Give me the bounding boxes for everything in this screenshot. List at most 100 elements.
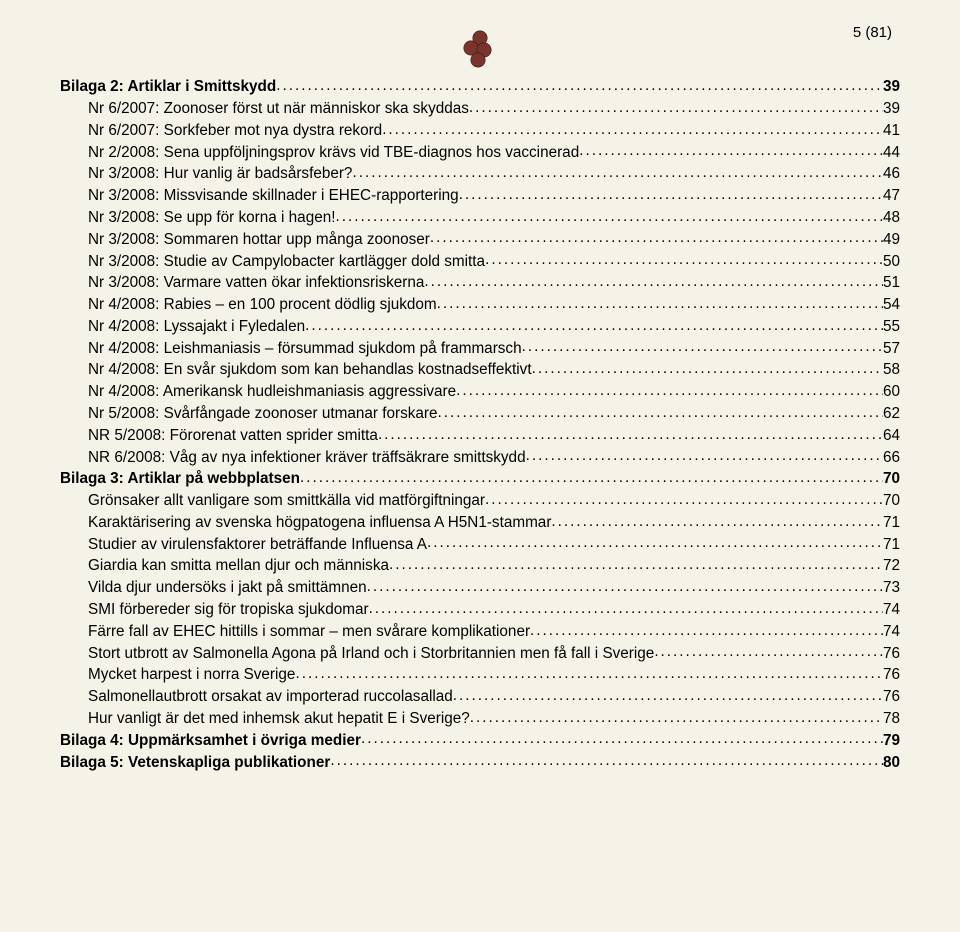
toc-label: Salmonellautbrott orsakat av importerad … xyxy=(88,687,453,707)
toc-label: Nr 4/2008: Lyssajakt i Fyledalen xyxy=(88,317,305,337)
toc-label: NR 6/2008: Våg av nya infektioner kräver… xyxy=(88,448,526,468)
logo-container xyxy=(60,30,900,70)
toc-line: Nr 3/2008: Hur vanlig är badsårsfeber? 4… xyxy=(60,163,900,185)
toc-label: Nr 2/2008: Sena uppföljningsprov krävs v… xyxy=(88,143,579,163)
toc-page-number: 76 xyxy=(883,644,900,664)
toc-line: Mycket harpest i norra Sverige 76 xyxy=(60,664,900,686)
toc-line: NR 5/2008: Förorenat vatten sprider smit… xyxy=(60,425,900,447)
toc-leader-dots xyxy=(352,163,883,178)
toc-page-number: 58 xyxy=(883,360,900,380)
toc-label: Nr 4/2008: En svår sjukdom som kan behan… xyxy=(88,360,532,380)
toc-leader-dots xyxy=(551,512,883,527)
toc-label: Nr 4/2008: Amerikansk hudleishmaniasis a… xyxy=(88,382,456,402)
toc-page-number: 57 xyxy=(883,339,900,359)
toc-page-number: 55 xyxy=(883,317,900,337)
toc-page-number: 70 xyxy=(883,491,900,511)
toc-page-number: 64 xyxy=(883,426,900,446)
toc-label: Nr 3/2008: Missvisande skillnader i EHEC… xyxy=(88,186,459,206)
toc-leader-dots xyxy=(305,316,883,331)
page: 5 (81) Bilaga 2: Artiklar i Smittskydd 3… xyxy=(0,0,960,932)
toc-line: Bilaga 5: Vetenskapliga publikationer 80 xyxy=(60,751,900,773)
toc-line: Nr 3/2008: Studie av Campylobacter kartl… xyxy=(60,250,900,272)
toc-label: Nr 3/2008: Se upp för korna i hagen! xyxy=(88,208,335,228)
toc-label: Nr 4/2008: Rabies – en 100 procent dödli… xyxy=(88,295,437,315)
toc-label: Vilda djur undersöks i jakt på smittämne… xyxy=(88,578,367,598)
toc-page-number: 73 xyxy=(883,578,900,598)
toc-page-number: 76 xyxy=(883,687,900,707)
toc-line: Stort utbrott av Salmonella Agona på Irl… xyxy=(60,642,900,664)
toc-label: Hur vanligt är det med inhemsk akut hepa… xyxy=(88,709,470,729)
toc-page-number: 79 xyxy=(883,731,900,751)
toc-line: NR 6/2008: Våg av nya infektioner kräver… xyxy=(60,446,900,468)
toc-line: Nr 4/2008: Rabies – en 100 procent dödli… xyxy=(60,294,900,316)
toc-line: Nr 4/2008: En svår sjukdom som kan behan… xyxy=(60,359,900,381)
toc-page-number: 66 xyxy=(883,448,900,468)
toc-leader-dots xyxy=(378,425,883,440)
toc-page-number: 39 xyxy=(883,77,900,97)
toc-line: Nr 6/2007: Zoonoser först ut när människ… xyxy=(60,98,900,120)
toc-line: Bilaga 3: Artiklar på webbplatsen 70 xyxy=(60,468,900,490)
toc-line: Färre fall av EHEC hittills i sommar – m… xyxy=(60,621,900,643)
toc-line: Nr 4/2008: Amerikansk hudleishmaniasis a… xyxy=(60,381,900,403)
toc-leader-dots xyxy=(654,642,883,657)
toc-label: Nr 6/2007: Sorkfeber mot nya dystra reko… xyxy=(88,121,382,141)
toc-leader-dots xyxy=(526,446,883,461)
toc-page-number: 41 xyxy=(883,121,900,141)
toc-leader-dots xyxy=(369,599,883,614)
toc-page-number: 62 xyxy=(883,404,900,424)
toc-leader-dots xyxy=(437,294,883,309)
toc-line: Grönsaker allt vanligare som smittkälla … xyxy=(60,490,900,512)
toc-page-number: 44 xyxy=(883,143,900,163)
toc-label: Färre fall av EHEC hittills i sommar – m… xyxy=(88,622,530,642)
toc-page-number: 39 xyxy=(883,99,900,119)
toc-page-number: 72 xyxy=(883,556,900,576)
toc-leader-dots xyxy=(430,228,883,243)
toc-label: Nr 3/2008: Hur vanlig är badsårsfeber? xyxy=(88,164,352,184)
toc-line: Nr 2/2008: Sena uppföljningsprov krävs v… xyxy=(60,141,900,163)
toc-leader-dots xyxy=(469,98,883,113)
toc-leader-dots xyxy=(437,403,883,418)
toc-page-number: 48 xyxy=(883,208,900,228)
toc-line: Nr 6/2007: Sorkfeber mot nya dystra reko… xyxy=(60,120,900,142)
toc-label: Bilaga 4: Uppmärksamhet i övriga medier xyxy=(60,731,361,751)
toc-label: Grönsaker allt vanligare som smittkälla … xyxy=(88,491,485,511)
toc-label: NR 5/2008: Förorenat vatten sprider smit… xyxy=(88,426,378,446)
toc-line: Studier av virulensfaktorer beträffande … xyxy=(60,533,900,555)
toc-label: Nr 3/2008: Varmare vatten ökar infektion… xyxy=(88,273,424,293)
toc-leader-dots xyxy=(367,577,883,592)
toc-leader-dots xyxy=(579,141,883,156)
toc-leader-dots xyxy=(382,120,883,135)
toc-line: Karaktärisering av svenska högpatogena i… xyxy=(60,512,900,534)
toc-label: Bilaga 5: Vetenskapliga publikationer xyxy=(60,753,330,773)
toc-leader-dots xyxy=(470,708,883,723)
toc-line: Nr 3/2008: Varmare vatten ökar infektion… xyxy=(60,272,900,294)
toc-leader-dots xyxy=(276,76,883,91)
toc-line: Nr 4/2008: Lyssajakt i Fyledalen 55 xyxy=(60,316,900,338)
toc-label: SMI förbereder sig för tropiska sjukdoma… xyxy=(88,600,369,620)
toc-label: Mycket harpest i norra Sverige xyxy=(88,665,295,685)
toc-page-number: 74 xyxy=(883,622,900,642)
toc-leader-dots xyxy=(330,751,883,766)
toc-label: Stort utbrott av Salmonella Agona på Irl… xyxy=(88,644,654,664)
toc-line: Nr 3/2008: Sommaren hottar upp många zoo… xyxy=(60,228,900,250)
toc-page-number: 80 xyxy=(883,753,900,773)
toc-leader-dots xyxy=(459,185,883,200)
toc-page-number: 71 xyxy=(883,513,900,533)
toc-leader-dots xyxy=(295,664,883,679)
toc-label: Nr 3/2008: Studie av Campylobacter kartl… xyxy=(88,252,485,272)
toc-leader-dots xyxy=(453,686,883,701)
toc-label: Nr 3/2008: Sommaren hottar upp många zoo… xyxy=(88,230,430,250)
table-of-contents: Bilaga 2: Artiklar i Smittskydd 39Nr 6/2… xyxy=(60,76,900,773)
toc-leader-dots xyxy=(361,729,883,744)
toc-page-number: 47 xyxy=(883,186,900,206)
toc-label: Karaktärisering av svenska högpatogena i… xyxy=(88,513,551,533)
toc-page-number: 70 xyxy=(883,469,900,489)
toc-page-number: 60 xyxy=(883,382,900,402)
toc-leader-dots xyxy=(389,555,883,570)
toc-page-number: 78 xyxy=(883,709,900,729)
toc-leader-dots xyxy=(335,207,883,222)
toc-page-number: 50 xyxy=(883,252,900,272)
toc-page-number: 54 xyxy=(883,295,900,315)
toc-line: SMI förbereder sig för tropiska sjukdoma… xyxy=(60,599,900,621)
toc-line: Vilda djur undersöks i jakt på smittämne… xyxy=(60,577,900,599)
